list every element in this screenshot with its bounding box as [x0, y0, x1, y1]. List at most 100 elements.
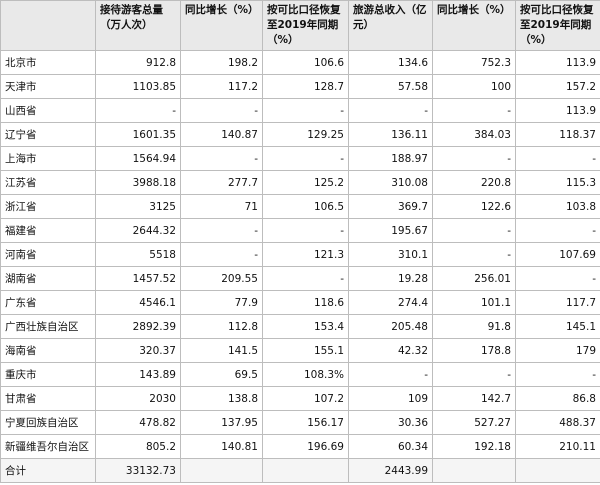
region-cell: 河南省 [0, 242, 96, 267]
value-cell: 117.2 [180, 74, 263, 99]
header-cell: 按可比口径恢复至2019年同期（%） [515, 0, 600, 51]
region-cell: 上海市 [0, 146, 96, 171]
value-cell: 196.69 [262, 434, 349, 459]
region-cell: 甘肃省 [0, 386, 96, 411]
value-cell: - [180, 242, 263, 267]
table-row: 河南省 5518-121.3 310.1-107.69 [0, 242, 600, 267]
value-cell: - [180, 218, 263, 243]
value-cell: - [262, 266, 349, 291]
value-cell: 113.9 [515, 50, 600, 75]
value-cell: 220.8 [432, 170, 516, 195]
value-cell: 106.5 [262, 194, 349, 219]
value-cell: 118.6 [262, 290, 349, 315]
value-cell: - [432, 242, 516, 267]
value-cell: 156.17 [262, 410, 349, 435]
value-cell: 108.3% [262, 362, 349, 387]
value-cell: 121.3 [262, 242, 349, 267]
value-cell: 310.08 [348, 170, 433, 195]
value-cell: 3125 [95, 194, 181, 219]
value-cell: - [515, 266, 600, 291]
value-cell: 205.48 [348, 314, 433, 339]
region-cell: 湖南省 [0, 266, 96, 291]
table-row: 北京市 912.8 198.2 106.6 134.6 752.3 113.9 [0, 50, 600, 75]
value-cell: 2892.39 [95, 314, 181, 339]
value-cell: 100 [432, 74, 516, 99]
value-cell: - [515, 362, 600, 387]
value-cell: 109 [348, 386, 433, 411]
table-row: 甘肃省 2030 138.8 107.2 109 142.7 86.8 [0, 386, 600, 411]
table-row: 广西壮族自治区 2892.39 112.8 153.4 205.48 91.8 145.1 [0, 314, 600, 339]
value-cell: 33132.73 [95, 458, 181, 483]
value-cell: 140.81 [180, 434, 263, 459]
value-cell: - [432, 362, 516, 387]
value-cell: 30.36 [348, 410, 433, 435]
value-cell: 138.8 [180, 386, 263, 411]
value-cell: 69.5 [180, 362, 263, 387]
table-row: 宁夏回族自治区 478.82 137.95 156.17 30.36 527.27 488.… [0, 410, 600, 435]
value-cell: 117.7 [515, 290, 600, 315]
value-cell: 157.2 [515, 74, 600, 99]
value-cell: - [262, 98, 349, 123]
value-cell: 137.95 [180, 410, 263, 435]
value-cell: 136.11 [348, 122, 433, 147]
region-cell: 北京市 [0, 50, 96, 75]
value-cell: 145.1 [515, 314, 600, 339]
region-cell: 合计 [0, 458, 96, 483]
table-row: 山西省 - - - - -113.9 [0, 98, 600, 123]
value-cell: 143.89 [95, 362, 181, 387]
region-cell: 广西壮族自治区 [0, 314, 96, 339]
value-cell: 384.03 [432, 122, 516, 147]
table-row: 福建省 2644.32- -195.67- - [0, 218, 600, 243]
value-cell: 369.7 [348, 194, 433, 219]
value-cell: 178.8 [432, 338, 516, 363]
value-cell: 113.9 [515, 98, 600, 123]
region-cell: 福建省 [0, 218, 96, 243]
value-cell [262, 458, 349, 483]
value-cell: 310.1 [348, 242, 433, 267]
value-cell: 19.28 [348, 266, 433, 291]
header-row: 接待游客总量（万人次） 同比增长（%） 按可比口径恢复至2019年同期（%） 旅游总收… [0, 0, 600, 51]
value-cell: - [262, 218, 349, 243]
value-cell: 1103.85 [95, 74, 181, 99]
value-cell: 91.8 [432, 314, 516, 339]
header-cell: 旅游总收入（亿元） [348, 0, 433, 51]
value-cell: 107.69 [515, 242, 600, 267]
value-cell: 107.2 [262, 386, 349, 411]
value-cell: - [95, 98, 181, 123]
value-cell: 71 [180, 194, 263, 219]
value-cell: 912.8 [95, 50, 181, 75]
value-cell: 5518 [95, 242, 181, 267]
value-cell: 103.8 [515, 194, 600, 219]
header-cell: 接待游客总量（万人次） [95, 0, 181, 51]
value-cell: 274.4 [348, 290, 433, 315]
table-row: 广东省 4546.1 77.9 118.6 274.4 101.1 117.7 [0, 290, 600, 315]
region-cell: 重庆市 [0, 362, 96, 387]
value-cell: - [180, 98, 263, 123]
value-cell: 188.97 [348, 146, 433, 171]
value-cell: 1564.94 [95, 146, 181, 171]
value-cell: 140.87 [180, 122, 263, 147]
table-row: 天津市 1103.85 117.2 128.7 57.58 100 157.2 [0, 74, 600, 99]
value-cell: 256.01 [432, 266, 516, 291]
value-cell: 1601.35 [95, 122, 181, 147]
region-cell: 海南省 [0, 338, 96, 363]
value-cell: 179 [515, 338, 600, 363]
value-cell: 2030 [95, 386, 181, 411]
value-cell: 122.6 [432, 194, 516, 219]
value-cell: 478.82 [95, 410, 181, 435]
value-cell: 4546.1 [95, 290, 181, 315]
table-row: 重庆市 143.89 69.5 108.3% - - - [0, 362, 600, 387]
table-row: 浙江省 3125 71 106.5 369.7 122.6 103.8 [0, 194, 600, 219]
value-cell: - [432, 98, 516, 123]
value-cell: 115.3 [515, 170, 600, 195]
value-cell: 209.55 [180, 266, 263, 291]
value-cell: 1457.52 [95, 266, 181, 291]
header-cell: 按可比口径恢复至2019年同期（%） [262, 0, 349, 51]
region-cell: 浙江省 [0, 194, 96, 219]
region-cell: 山西省 [0, 98, 96, 123]
table-row: 上海市 1564.94- -188.97- - [0, 146, 600, 171]
header-cell: 同比增长（%） [432, 0, 516, 51]
value-cell: 118.37 [515, 122, 600, 147]
